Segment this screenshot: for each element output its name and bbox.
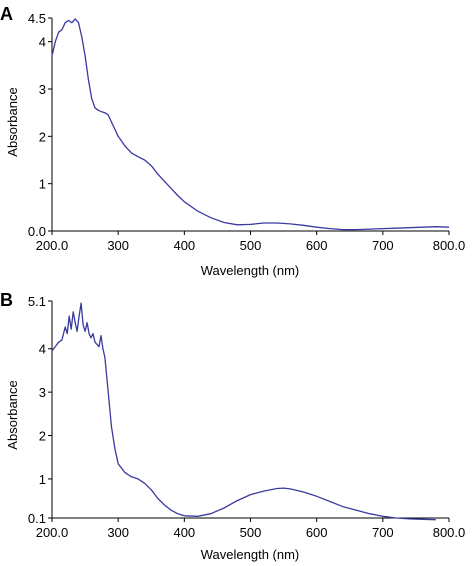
panel-b-y-tick-label: 2 [39, 429, 46, 444]
panel-a-x-tick-label: 400 [173, 238, 195, 253]
panel-a-y-tick-label: 4 [39, 35, 46, 50]
panel-a: A Absorbance Wavelength (nm) 200.0 300 400… [0, 4, 465, 278]
panel-b-x-tick-label: 500 [240, 525, 262, 540]
panel-a-y-tick-label: 1 [39, 177, 46, 192]
panel-b-y-tick-label: 1 [39, 472, 46, 487]
panel-b-x-tick-label: 300 [107, 525, 129, 540]
panel-b-letter: B [0, 290, 13, 310]
panel-b-x-tick-label: 600 [306, 525, 328, 540]
panel-a-x-ticks: 200.0 300 400 500 600 700 800.0 [36, 231, 466, 253]
panel-a-x-tick-label: 500 [240, 238, 262, 253]
panel-a-letter: A [0, 4, 13, 24]
panel-a-y-tick-label: 3 [39, 82, 46, 97]
panel-a-spectrum-line [51, 18, 450, 231]
panel-b-y-tick-label: 3 [39, 385, 46, 400]
panel-b-x-tick-label: 400 [173, 525, 195, 540]
panel-a-xlabel: Wavelength (nm) [201, 263, 300, 278]
panel-a-y-tick-label: 2 [39, 129, 46, 144]
panel-b-y-tick-label: 4 [39, 342, 46, 357]
panel-b-xlabel: Wavelength (nm) [201, 547, 300, 562]
panel-a-x-tick-label: 700 [372, 238, 394, 253]
panel-b-y-tick-label: 5.1 [28, 294, 46, 309]
panel-a-axes [51, 18, 449, 232]
panel-b-axes [51, 301, 449, 519]
panel-a-x-tick-label: 800.0 [433, 238, 466, 253]
panel-b-x-ticks: 200.0 300 400 500 600 700 800.0 [36, 518, 466, 540]
panel-b-x-tick-label: 200.0 [36, 525, 69, 540]
panel-b-y-tick-label: 0.1 [28, 511, 46, 526]
panel-a-x-tick-label: 600 [306, 238, 328, 253]
panel-b-y-ticks: 0.1 1 2 3 4 5.1 [28, 294, 52, 526]
panel-a-x-tick-label: 200.0 [36, 238, 69, 253]
panel-a-y-tick-label: 0.0 [28, 224, 46, 239]
panel-b-x-tick-label: 800.0 [433, 525, 466, 540]
panel-b-x-tick-label: 700 [372, 525, 394, 540]
panel-a-ylabel: Absorbance [5, 87, 20, 156]
panel-b: B Absorbance Wavelength (nm) 200.0 300 400… [0, 290, 465, 562]
panel-a-y-tick-label: 4.5 [28, 11, 46, 26]
panel-b-spectrum-line [51, 302, 436, 521]
panel-a-x-tick-label: 300 [107, 238, 129, 253]
panel-a-y-ticks: 0.0 1 2 3 4 4.5 [28, 11, 52, 239]
panel-b-ylabel: Absorbance [5, 380, 20, 449]
